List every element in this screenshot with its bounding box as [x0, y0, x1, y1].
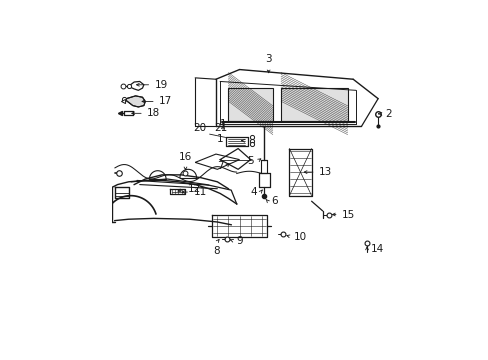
- Text: 14: 14: [369, 244, 383, 254]
- Text: 19: 19: [154, 80, 167, 90]
- Text: 3: 3: [265, 54, 271, 64]
- Text: 1: 1: [216, 134, 223, 144]
- Text: 5: 5: [247, 156, 254, 166]
- Polygon shape: [124, 96, 145, 107]
- Text: 8: 8: [213, 246, 220, 256]
- Text: 15: 15: [342, 210, 355, 220]
- Text: 21: 21: [214, 123, 227, 133]
- Text: 16: 16: [179, 152, 192, 162]
- Text: 4: 4: [250, 187, 257, 197]
- Text: 7: 7: [217, 161, 224, 171]
- Text: 10: 10: [293, 232, 306, 242]
- Text: 6: 6: [270, 196, 277, 206]
- Text: 18: 18: [147, 108, 160, 118]
- Polygon shape: [195, 154, 239, 169]
- Text: 12: 12: [187, 184, 201, 194]
- Text: 20: 20: [193, 123, 206, 133]
- Text: 17: 17: [159, 96, 172, 107]
- Bar: [281, 87, 347, 121]
- Text: 11: 11: [193, 187, 206, 197]
- Text: 9: 9: [236, 236, 243, 246]
- Text: 13: 13: [319, 167, 332, 177]
- Text: 2: 2: [384, 109, 390, 119]
- Bar: [228, 87, 272, 121]
- Text: 1: 1: [219, 118, 226, 129]
